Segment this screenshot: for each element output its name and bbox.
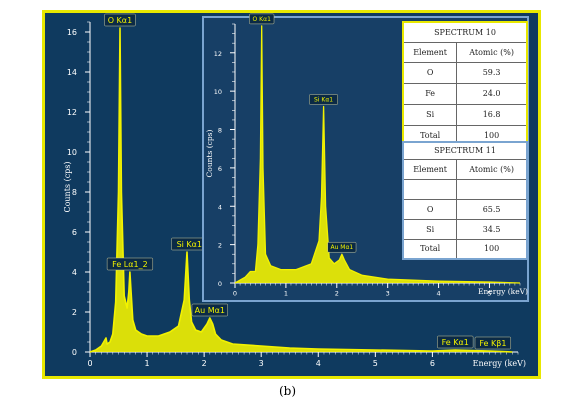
- y-axis-label: Counts (cps): [63, 161, 72, 212]
- table-cell: Si: [402, 103, 458, 126]
- peak-label-box: [106, 257, 154, 271]
- table-title: SPECTRUM 11: [402, 141, 528, 160]
- table-cell: Total: [402, 238, 458, 260]
- peak-label-box: [437, 335, 474, 349]
- peak-label: Si Kα1: [314, 96, 333, 103]
- y-tick-label: 2: [218, 242, 222, 250]
- x-tick-label: 1: [145, 359, 150, 368]
- y-tick-label: 10: [67, 148, 77, 157]
- peak-label-box: [191, 303, 228, 317]
- y-tick-label: 6: [218, 165, 222, 173]
- y-tick-label: 0: [218, 280, 222, 288]
- peak-label-box: [249, 13, 275, 25]
- table-cell: 24.0: [456, 82, 528, 105]
- column-header-atomic: Atomic (%): [456, 41, 528, 63]
- y-tick-label: 12: [214, 50, 222, 58]
- spectrum-10-table: SPECTRUM 10 Element Atomic (%) O 59.3 Fe 2…: [402, 21, 528, 147]
- spectrum-line: [89, 27, 513, 353]
- y-axis-label: Counts (cps): [205, 129, 214, 177]
- y-tick-label: 14: [67, 68, 77, 77]
- column-header-element: Element: [402, 41, 458, 63]
- peak-label-box: [104, 13, 136, 27]
- y-tick-label: 8: [72, 188, 77, 197]
- y-tick-label: 16: [67, 28, 77, 37]
- x-tick-label: 5: [373, 359, 378, 368]
- column-header-element: Element: [402, 158, 458, 180]
- peak-label: Si Kα1: [177, 240, 202, 249]
- peak-label: Au Mα1: [195, 306, 225, 315]
- peak-label: O Kα1: [108, 16, 132, 25]
- peak-label: O Kα1: [253, 16, 272, 23]
- x-tick-label: 3: [259, 359, 264, 368]
- x-tick-label: 6: [430, 359, 435, 368]
- y-tick-label: 8: [218, 127, 222, 135]
- x-tick-label: 5: [487, 290, 491, 298]
- y-tick-label: 12: [67, 108, 77, 117]
- peak-label-box: [327, 241, 357, 253]
- figure-caption: (b): [278, 384, 297, 398]
- table-title: SPECTRUM 10: [402, 21, 528, 43]
- spectrum-11-table: SPECTRUM 11 Element Atomic (%) O 65.5 Si 3…: [402, 141, 528, 260]
- table-cell: [402, 178, 458, 200]
- y-tick-label: 4: [72, 268, 77, 277]
- peak-label: Fe Lα1_2: [112, 260, 148, 269]
- spectrum-line: [234, 25, 521, 284]
- x-tick-label: 3: [386, 290, 390, 298]
- table-cell: Fe: [402, 82, 458, 105]
- column-header-atomic: Atomic (%): [456, 158, 528, 180]
- peak-label: Fe Kβ1: [479, 339, 506, 348]
- y-tick-label: 2: [72, 308, 77, 317]
- y-tick-label: 4: [218, 203, 222, 211]
- table-cell: [456, 178, 528, 200]
- x-axis-label: Energy (keV): [473, 359, 526, 368]
- table-cell: 34.5: [456, 218, 528, 240]
- peak-label: Fe Kα1: [442, 338, 469, 347]
- table-cell: 100: [456, 238, 528, 260]
- table-cell: O: [402, 61, 458, 84]
- x-tick-label: 2: [202, 359, 207, 368]
- x-tick-label: 0: [87, 359, 92, 368]
- table-cell: 16.8: [456, 103, 528, 126]
- x-tick-label: 4: [316, 359, 321, 368]
- peak-label-box: [309, 94, 338, 105]
- table-cell: 59.3: [456, 61, 528, 84]
- y-tick-label: 10: [214, 88, 222, 96]
- spectrum-fill: [235, 25, 520, 284]
- table-cell: Si: [402, 218, 458, 240]
- x-tick-label: 1: [284, 290, 288, 298]
- x-tick-label: 2: [335, 290, 339, 298]
- x-tick-label: 4: [437, 290, 441, 298]
- table-cell: 65.5: [456, 198, 528, 220]
- peak-label: Au Mα1: [330, 244, 353, 251]
- x-axis-label: Energy (keV): [478, 287, 528, 296]
- table-cell: O: [402, 198, 458, 220]
- y-tick-label: 6: [72, 228, 77, 237]
- y-tick-label: 0: [72, 348, 77, 357]
- peak-label-box: [474, 336, 512, 350]
- x-tick-label: 0: [233, 290, 237, 298]
